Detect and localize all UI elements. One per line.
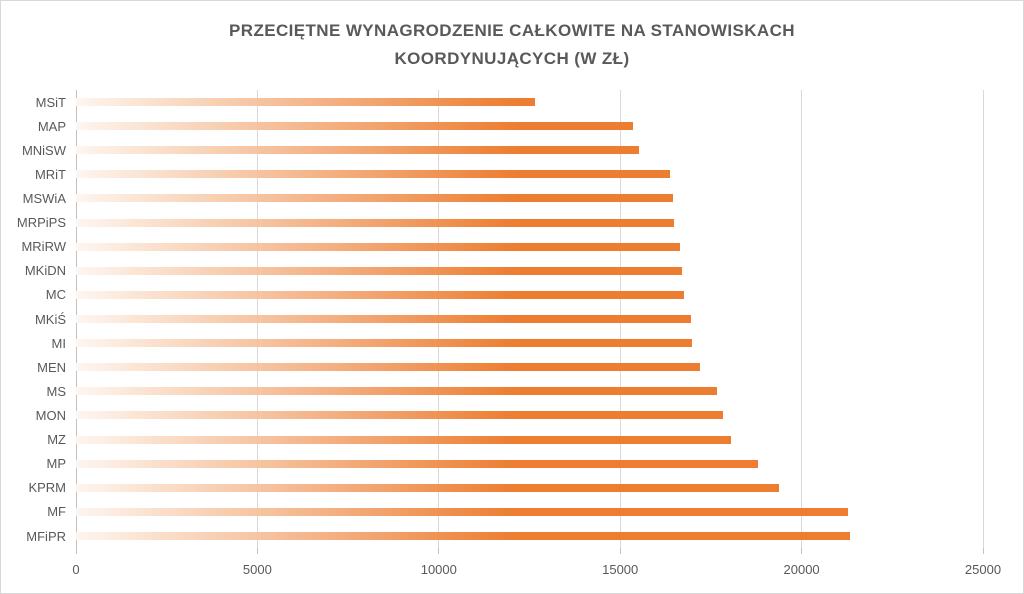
- x-axis-tick: [801, 548, 803, 554]
- x-axis-tick-label: 20000: [783, 562, 820, 577]
- x-axis-labels: 0 5000 10000 15000 20000 25000: [72, 562, 1001, 580]
- bar-MRiRW: [76, 242, 681, 251]
- y-axis-label: MFiPR: [26, 528, 66, 544]
- bar-MS: [76, 387, 718, 396]
- bar-MP: [76, 459, 759, 468]
- y-axis-label: MNiSW: [21, 142, 66, 158]
- bar-MKiŚ: [76, 315, 692, 324]
- x-axis-tick-label: 10000: [420, 562, 457, 577]
- bar-MRiT: [76, 170, 670, 179]
- y-axis-label: MS: [46, 383, 67, 399]
- bar-MZ: [76, 435, 731, 444]
- y-axis-label: KPRM: [28, 480, 66, 496]
- gridline: [801, 90, 803, 548]
- y-axis-label: MI: [51, 335, 66, 351]
- chart-title-line2: KOORDYNUJĄCYCH (W ZŁ): [394, 48, 630, 68]
- bar-MKiDN: [76, 266, 682, 275]
- x-axis-tick: [256, 548, 258, 554]
- bar-row: [76, 235, 983, 259]
- x-axis-tick: [438, 548, 440, 554]
- y-axis-label: MAP: [37, 118, 66, 134]
- gridline: [982, 90, 984, 548]
- y-axis-label: MKiDN: [24, 263, 66, 279]
- chart-title: PRZECIĘTNE WYNAGRODZENIE CAŁKOWITE NA ST…: [112, 17, 912, 72]
- bar-MI: [76, 339, 693, 348]
- y-axis-label: MP: [46, 456, 67, 472]
- bar-row: [76, 114, 983, 138]
- x-axis-tick-label: 25000: [964, 562, 1002, 577]
- bar-row: [76, 403, 983, 427]
- bar-KPRM: [76, 483, 780, 492]
- bar-row: [76, 452, 983, 476]
- bar-row: [76, 524, 983, 548]
- bar-row: [76, 138, 983, 162]
- x-axis-tick: [619, 548, 621, 554]
- bar-row: [76, 379, 983, 403]
- bar-row: [76, 259, 983, 283]
- bar-row: [76, 500, 983, 524]
- y-axis-label: MSWiA: [22, 190, 66, 206]
- x-axis-tick-label: 5000: [242, 562, 272, 577]
- y-axis-label: MRiRW: [21, 239, 66, 255]
- y-axis-label: MF: [47, 504, 66, 520]
- y-axis-label: MSiT: [35, 94, 66, 110]
- bar-row: [76, 283, 983, 307]
- y-axis-labels: MSiT MAP MNiSW MRiT MSWiA MRPiPS MRiRW MKiDN MC M…: [0, 90, 66, 548]
- bar-MAP: [76, 122, 633, 131]
- bar-row: [76, 428, 983, 452]
- bar-row: [76, 331, 983, 355]
- bar-row: [76, 307, 983, 331]
- bar-MEN: [76, 363, 701, 372]
- y-axis-label: MZ: [47, 432, 66, 448]
- y-axis-label: MC: [45, 287, 66, 303]
- bar-MON: [76, 411, 723, 420]
- y-axis-label: MRPiPS: [16, 215, 66, 231]
- bar-MRPiPS: [76, 218, 675, 227]
- bar-row: [76, 90, 983, 114]
- x-axis-tick: [75, 548, 77, 554]
- x-axis-tick-label: 15000: [602, 562, 639, 577]
- x-axis-tick: [982, 548, 984, 554]
- bar-row: [76, 186, 983, 210]
- bar-MSiT: [76, 98, 535, 107]
- plot-area: [75, 90, 984, 554]
- bar-MC: [76, 290, 685, 299]
- bar-row: [76, 162, 983, 186]
- bar-row: [76, 476, 983, 500]
- bar-MF: [76, 507, 848, 516]
- x-axis-tick-label: 0: [72, 562, 80, 577]
- bar-row: [76, 211, 983, 235]
- bar-rows: [76, 90, 983, 548]
- bar-MSWiA: [76, 194, 673, 203]
- bar-row: [76, 355, 983, 379]
- bar-MFiPR: [76, 532, 851, 541]
- y-axis-label: MKiŚ: [34, 311, 66, 327]
- y-axis-label: MRiT: [34, 166, 66, 182]
- chart-title-line1: PRZECIĘTNE WYNAGRODZENIE CAŁKOWITE NA ST…: [229, 21, 795, 40]
- y-axis-label: MEN: [37, 359, 66, 375]
- y-axis-label: MON: [35, 407, 66, 423]
- bar-MNiSW: [76, 146, 640, 155]
